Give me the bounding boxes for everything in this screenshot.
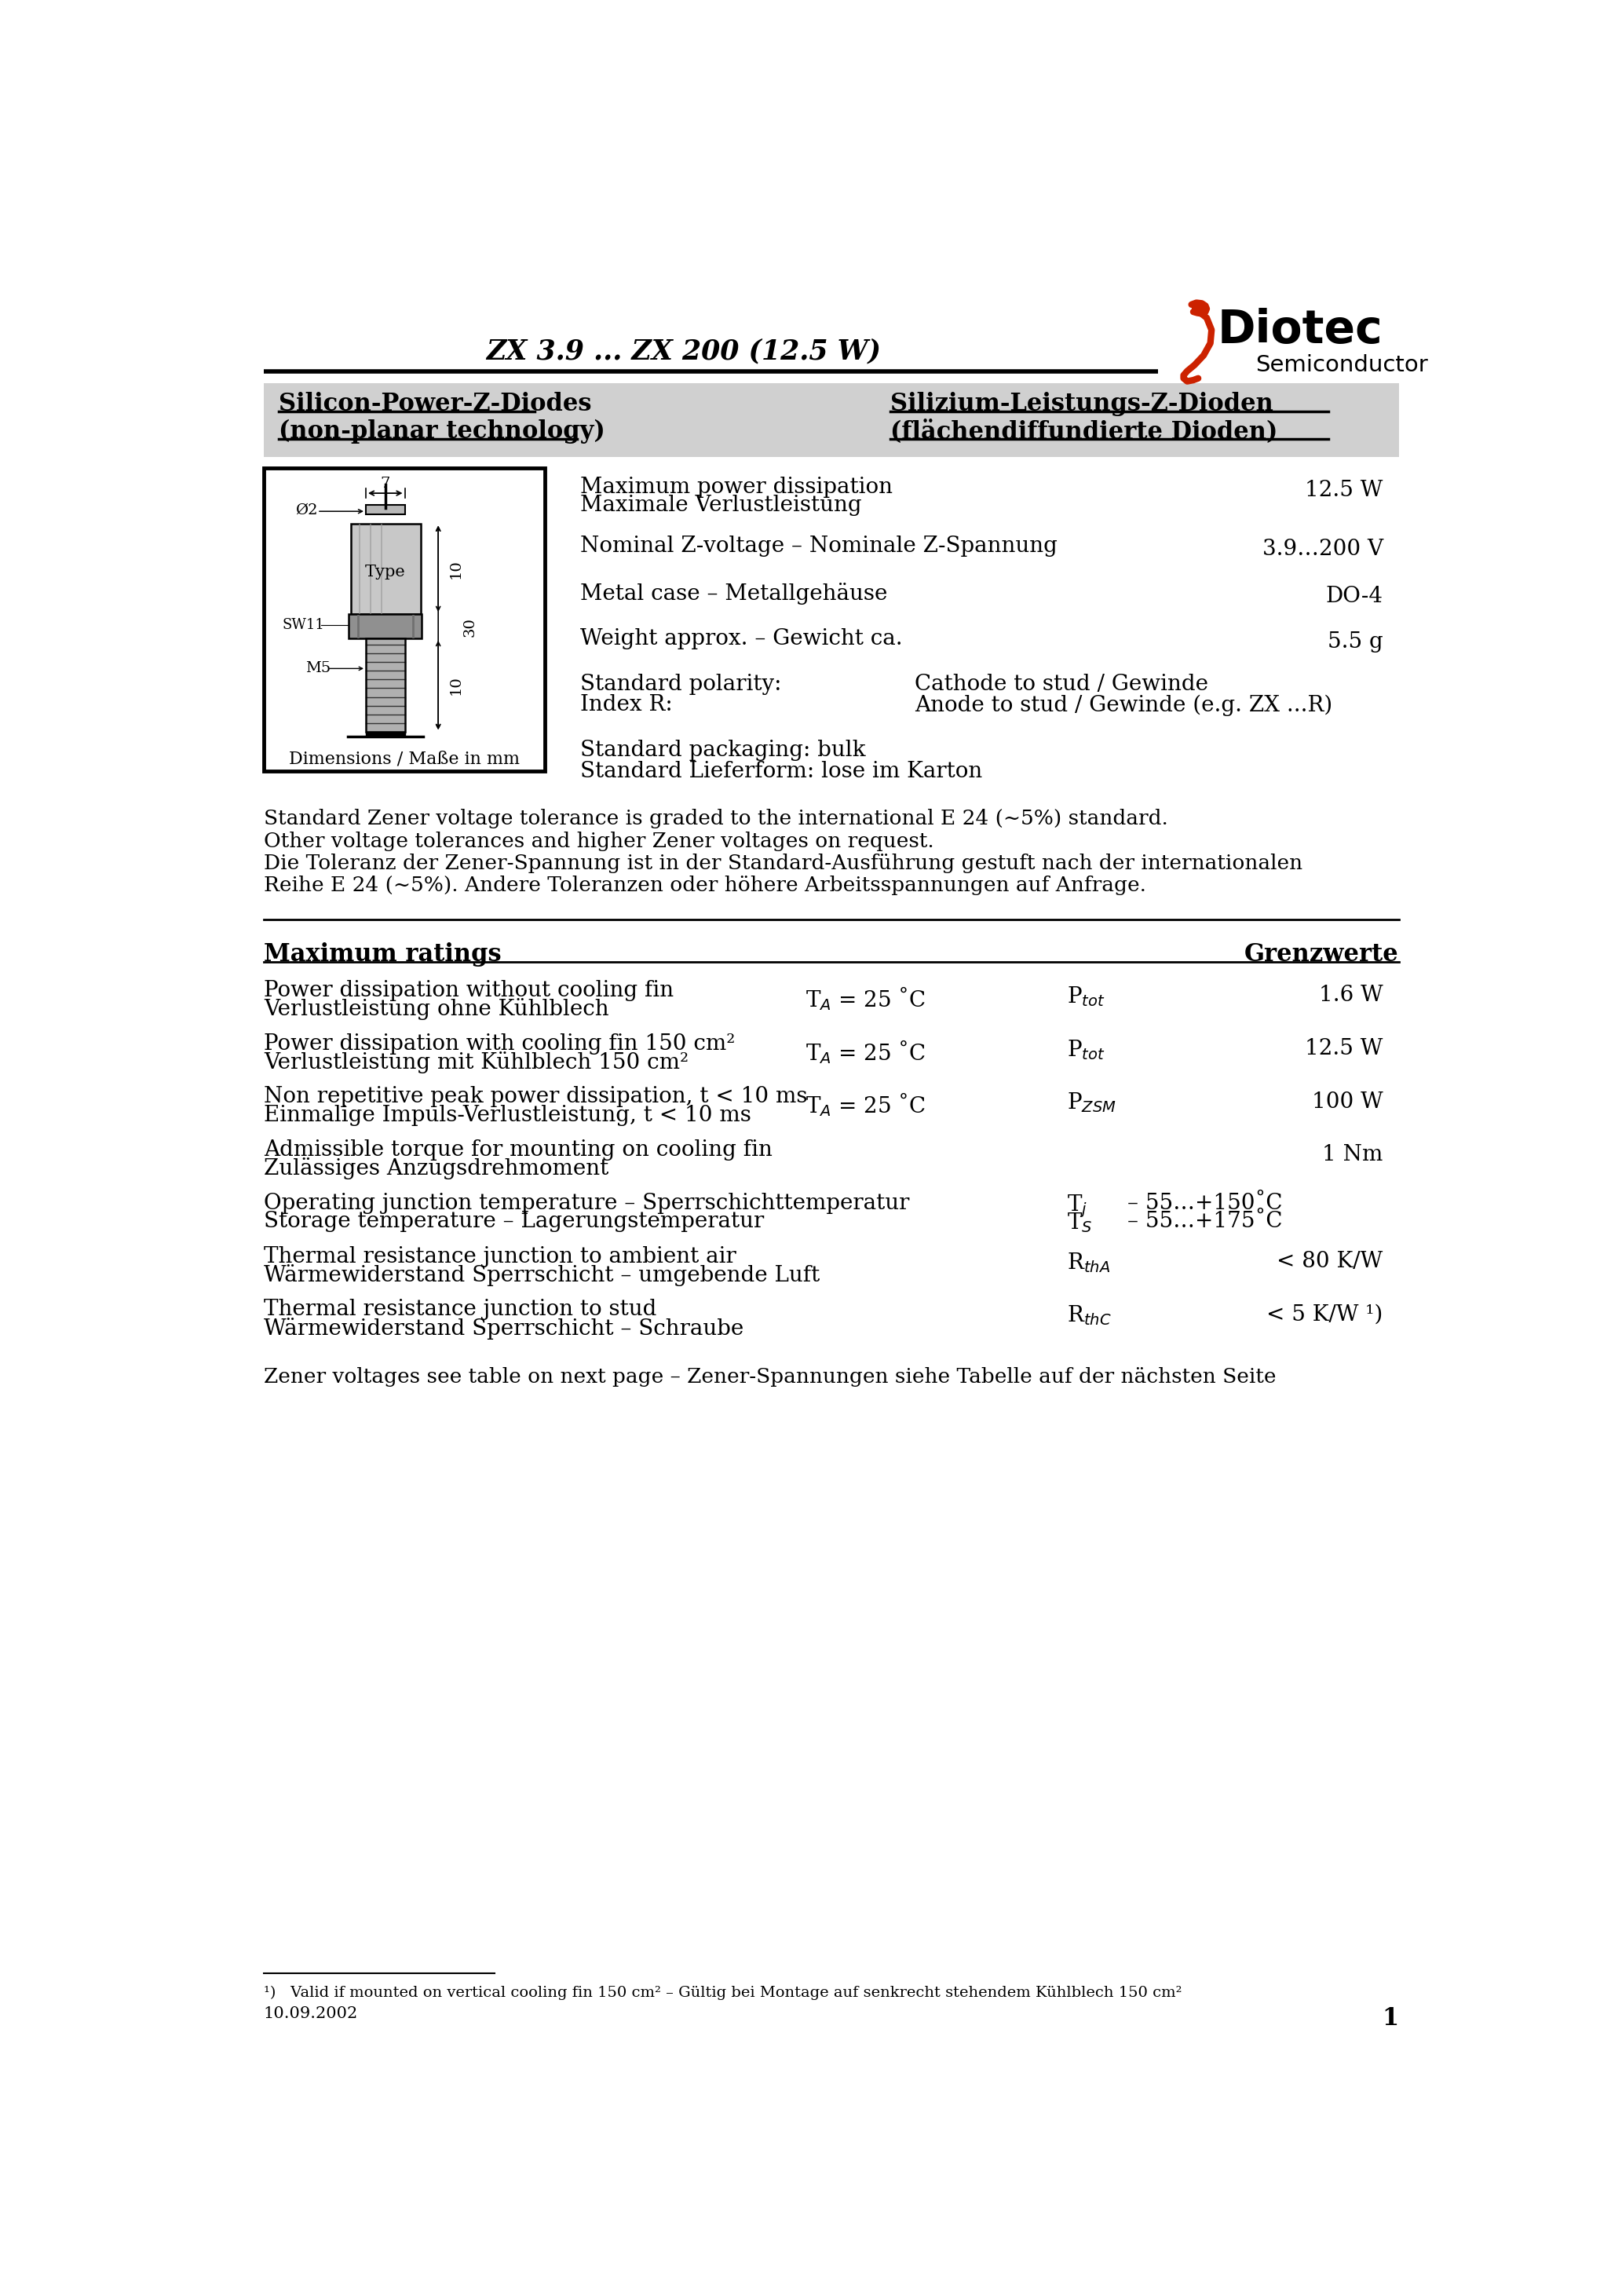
Text: Nominal Z-voltage – Nominale Z-Spannung: Nominal Z-voltage – Nominale Z-Spannung xyxy=(581,535,1058,556)
Text: Storage temperature – Lagerungstemperatur: Storage temperature – Lagerungstemperatu… xyxy=(264,1210,764,1233)
Text: Zulässiges Anzugsdrehmoment: Zulässiges Anzugsdrehmoment xyxy=(264,1157,608,1180)
Text: 1 Nm: 1 Nm xyxy=(1322,1143,1384,1166)
Text: Other voltage tolerances and higher Zener voltages on request.: Other voltage tolerances and higher Zene… xyxy=(264,831,934,852)
Text: Standard Lieferform: lose im Karton: Standard Lieferform: lose im Karton xyxy=(581,760,983,783)
Text: (flächendiffundierte Dioden): (flächendiffundierte Dioden) xyxy=(890,420,1278,443)
Text: Grenzwerte: Grenzwerte xyxy=(1244,941,1398,967)
Bar xyxy=(367,638,406,732)
Text: P$_{ZSM}$: P$_{ZSM}$ xyxy=(1067,1091,1116,1114)
Text: Standard polarity:: Standard polarity: xyxy=(581,673,782,696)
Text: Thermal resistance junction to stud: Thermal resistance junction to stud xyxy=(264,1300,657,1320)
Text: SW11: SW11 xyxy=(282,618,324,631)
Text: Index R:: Index R: xyxy=(581,693,673,716)
Text: 12.5 W: 12.5 W xyxy=(1306,480,1384,501)
Text: P$_{tot}$: P$_{tot}$ xyxy=(1067,985,1105,1008)
Text: M5: M5 xyxy=(305,661,331,675)
Text: Standard packaging: bulk: Standard packaging: bulk xyxy=(581,739,866,760)
Text: 12.5 W: 12.5 W xyxy=(1306,1038,1384,1058)
Bar xyxy=(367,732,406,737)
Text: Verlustleistung ohne Kühlblech: Verlustleistung ohne Kühlblech xyxy=(264,999,608,1019)
Text: P$_{tot}$: P$_{tot}$ xyxy=(1067,1038,1105,1061)
Text: 1: 1 xyxy=(1382,2007,1398,2032)
Text: Power dissipation without cooling fin: Power dissipation without cooling fin xyxy=(264,980,673,1001)
Text: Die Toleranz der Zener-Spannung ist in der Standard-Ausführung gestuft nach der : Die Toleranz der Zener-Spannung ist in d… xyxy=(264,854,1302,872)
Text: Reihe E 24 (~5%). Andere Toleranzen oder höhere Arbeitsspannungen auf Anfrage.: Reihe E 24 (~5%). Andere Toleranzen oder… xyxy=(264,875,1147,895)
Text: Maximum ratings: Maximum ratings xyxy=(264,941,501,967)
Text: Silicon-Power-Z-Diodes: Silicon-Power-Z-Diodes xyxy=(279,393,592,416)
Bar xyxy=(349,613,422,638)
Bar xyxy=(264,468,545,771)
Text: Zener voltages see table on next page – Zener-Spannungen siehe Tabelle auf der n: Zener voltages see table on next page – … xyxy=(264,1368,1277,1387)
Text: Wärmewiderstand Sperrschicht – umgebende Luft: Wärmewiderstand Sperrschicht – umgebende… xyxy=(264,1265,819,1286)
Bar xyxy=(264,383,1398,457)
Text: Non repetitive peak power dissipation, t < 10 ms: Non repetitive peak power dissipation, t… xyxy=(264,1086,808,1107)
Text: Ø2: Ø2 xyxy=(295,503,318,517)
Text: ZX 3.9 ... ZX 200 (12.5 W): ZX 3.9 ... ZX 200 (12.5 W) xyxy=(487,338,881,365)
Text: Dimensions / Maße in mm: Dimensions / Maße in mm xyxy=(289,751,519,767)
Text: 7: 7 xyxy=(381,478,391,491)
Text: Metal case – Metallgehäuse: Metal case – Metallgehäuse xyxy=(581,583,887,604)
Text: Power dissipation with cooling fin 150 cm²: Power dissipation with cooling fin 150 c… xyxy=(264,1033,735,1054)
Polygon shape xyxy=(1192,303,1207,315)
Text: – 55…+150˚C: – 55…+150˚C xyxy=(1127,1192,1283,1215)
Bar xyxy=(367,505,406,514)
Text: Silizium-Leistungs-Z-Dioden: Silizium-Leistungs-Z-Dioden xyxy=(890,393,1273,416)
Text: Wärmewiderstand Sperrschicht – Schraube: Wärmewiderstand Sperrschicht – Schraube xyxy=(264,1318,743,1339)
Text: Weight approx. – Gewicht ca.: Weight approx. – Gewicht ca. xyxy=(581,629,902,650)
Text: Anode to stud / Gewinde (e.g. ZX ...R): Anode to stud / Gewinde (e.g. ZX ...R) xyxy=(915,693,1333,716)
Text: Thermal resistance junction to ambient air: Thermal resistance junction to ambient a… xyxy=(264,1247,736,1267)
Text: R$_{thA}$: R$_{thA}$ xyxy=(1067,1251,1109,1274)
Text: Diotec: Diotec xyxy=(1218,308,1384,351)
Text: 10.09.2002: 10.09.2002 xyxy=(264,2007,358,2020)
Text: Standard Zener voltage tolerance is graded to the international E 24 (~5%) stand: Standard Zener voltage tolerance is grad… xyxy=(264,808,1168,829)
Text: T$_A$ = 25 ˚C: T$_A$ = 25 ˚C xyxy=(805,1038,926,1065)
Text: 100 W: 100 W xyxy=(1312,1091,1384,1111)
Text: Verlustleistung mit Kühlblech 150 cm²: Verlustleistung mit Kühlblech 150 cm² xyxy=(264,1052,688,1072)
Text: Operating junction temperature – Sperrschichttemperatur: Operating junction temperature – Sperrsc… xyxy=(264,1192,910,1215)
Text: ¹)   Valid if mounted on vertical cooling fin 150 cm² – Gültig bei Montage auf s: ¹) Valid if mounted on vertical cooling … xyxy=(264,1986,1182,2000)
Text: T$_A$ = 25 ˚C: T$_A$ = 25 ˚C xyxy=(805,985,926,1013)
Text: R$_{thC}$: R$_{thC}$ xyxy=(1067,1304,1111,1327)
Text: Cathode to stud / Gewinde: Cathode to stud / Gewinde xyxy=(915,673,1208,696)
Text: Admissible torque for mounting on cooling fin: Admissible torque for mounting on coolin… xyxy=(264,1139,772,1162)
Text: 10: 10 xyxy=(449,558,464,579)
Text: 3.9…200 V: 3.9…200 V xyxy=(1262,540,1384,560)
Text: Maximale Verlustleistung: Maximale Verlustleistung xyxy=(581,496,861,517)
Text: Maximum power dissipation: Maximum power dissipation xyxy=(581,478,892,498)
Text: 30: 30 xyxy=(462,618,477,638)
Text: Semiconductor: Semiconductor xyxy=(1255,354,1427,377)
Text: < 80 K/W: < 80 K/W xyxy=(1277,1251,1384,1272)
Text: – 55…+175˚C: – 55…+175˚C xyxy=(1127,1210,1283,1233)
Text: 1.6 W: 1.6 W xyxy=(1319,985,1384,1006)
Text: DO-4: DO-4 xyxy=(1325,585,1384,606)
Text: T$_S$: T$_S$ xyxy=(1067,1210,1092,1235)
Text: 10: 10 xyxy=(449,675,464,696)
Text: 5.5 g: 5.5 g xyxy=(1327,631,1384,652)
Text: T$_j$: T$_j$ xyxy=(1067,1192,1087,1219)
Text: (non-planar technology): (non-planar technology) xyxy=(279,420,605,443)
Text: < 5 K/W ¹): < 5 K/W ¹) xyxy=(1267,1304,1384,1325)
Text: T$_A$ = 25 ˚C: T$_A$ = 25 ˚C xyxy=(805,1091,926,1118)
Bar xyxy=(350,523,420,613)
Text: Type: Type xyxy=(365,565,406,579)
Text: Einmalige Impuls-Verlustleistung, t < 10 ms: Einmalige Impuls-Verlustleistung, t < 10… xyxy=(264,1104,751,1125)
